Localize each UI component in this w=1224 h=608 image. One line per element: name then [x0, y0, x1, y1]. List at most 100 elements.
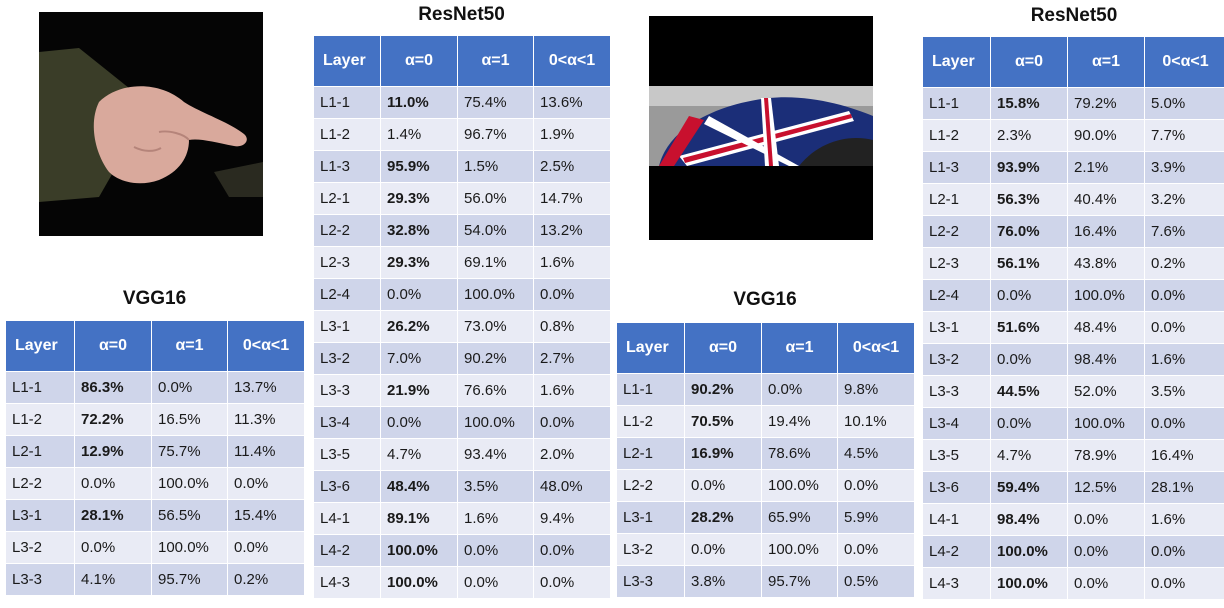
cell-alpha-between: 11.4% — [227, 435, 305, 468]
cell-alpha-0: 70.5% — [684, 405, 762, 438]
cell-alpha-between: 0.0% — [533, 534, 611, 567]
cell-alpha-1: 52.0% — [1067, 375, 1145, 408]
table-row: L3-2 0.0% 100.0% 0.0% — [616, 533, 915, 566]
cell-layer: L4-1 — [922, 503, 991, 536]
table-row: L2-2 76.0% 16.4% 7.6% — [922, 215, 1224, 248]
cell-alpha-0: 100.0% — [990, 535, 1068, 568]
table-row: L3-2 0.0% 100.0% 0.0% — [5, 531, 305, 564]
cell-alpha-between: 3.9% — [1144, 151, 1224, 184]
cell-layer: L1-3 — [313, 150, 381, 183]
cell-alpha-between: 1.6% — [1144, 503, 1224, 536]
header-layer: Layer — [5, 320, 75, 372]
table-row: L4-1 98.4% 0.0% 1.6% — [922, 503, 1224, 536]
cell-alpha-0: 0.0% — [990, 343, 1068, 376]
cell-alpha-between: 7.7% — [1144, 119, 1224, 152]
cell-alpha-0: 100.0% — [380, 534, 458, 567]
vgg-title-left: VGG16 — [122, 288, 187, 309]
cell-alpha-between: 1.6% — [533, 374, 611, 407]
cell-layer: L1-1 — [313, 86, 381, 119]
table-row: L1-2 2.3% 90.0% 7.7% — [922, 119, 1224, 152]
cell-alpha-1: 75.4% — [457, 86, 534, 119]
cell-alpha-between: 7.6% — [1144, 215, 1224, 248]
cell-alpha-1: 48.4% — [1067, 311, 1145, 344]
header-alpha-1: α=1 — [761, 322, 838, 374]
cell-alpha-0: 0.0% — [990, 407, 1068, 440]
cell-layer: L3-1 — [922, 311, 991, 344]
cell-alpha-1: 19.4% — [761, 405, 838, 438]
cell-alpha-1: 76.6% — [457, 374, 534, 407]
cell-layer: L3-6 — [922, 471, 991, 504]
cell-layer: L3-2 — [616, 533, 685, 566]
table-row: L1-3 93.9% 2.1% 3.9% — [922, 151, 1224, 184]
table-row: L1-2 70.5% 19.4% 10.1% — [616, 405, 915, 438]
cell-layer: L3-2 — [922, 343, 991, 376]
table-row: L4-3 100.0% 0.0% 0.0% — [313, 566, 611, 599]
cell-alpha-0: 3.8% — [684, 565, 762, 598]
cell-alpha-0: 32.8% — [380, 214, 458, 247]
table-row: L2-2 32.8% 54.0% 13.2% — [313, 214, 611, 247]
cell-alpha-between: 3.2% — [1144, 183, 1224, 216]
cell-alpha-1: 100.0% — [761, 469, 838, 502]
cell-alpha-0: 15.8% — [990, 87, 1068, 120]
cell-alpha-between: 1.9% — [533, 118, 611, 151]
cell-layer: L4-2 — [313, 534, 381, 567]
cell-layer: L3-4 — [922, 407, 991, 440]
cell-alpha-0: 100.0% — [990, 567, 1068, 600]
cell-alpha-between: 0.0% — [1144, 567, 1224, 600]
header-alpha-between: 0<α<1 — [533, 35, 611, 87]
cell-layer: L3-1 — [5, 499, 75, 532]
resnet-table-left: Layer α=0 α=1 0<α<1 L1-1 11.0% 75.4% 13.6% L… — [313, 35, 611, 599]
table-row: L1-3 95.9% 1.5% 2.5% — [313, 150, 611, 183]
cell-alpha-0: 56.1% — [990, 247, 1068, 280]
cell-alpha-1: 78.6% — [761, 437, 838, 470]
cell-alpha-1: 75.7% — [151, 435, 228, 468]
cell-alpha-1: 93.4% — [457, 438, 534, 471]
cell-alpha-0: 1.4% — [380, 118, 458, 151]
cell-alpha-between: 0.8% — [533, 310, 611, 343]
cell-alpha-between: 0.0% — [533, 406, 611, 439]
cell-layer: L2-1 — [616, 437, 685, 470]
resnet-title-left: ResNet50 — [418, 4, 505, 25]
header-alpha-between: 0<α<1 — [837, 322, 915, 374]
table-row: L1-2 1.4% 96.7% 1.9% — [313, 118, 611, 151]
cell-alpha-between: 13.7% — [227, 371, 305, 404]
table-row: L3-2 0.0% 98.4% 1.6% — [922, 343, 1224, 376]
cell-alpha-between: 0.0% — [1144, 535, 1224, 568]
cell-alpha-0: 4.1% — [74, 563, 152, 596]
cell-alpha-1: 90.0% — [1067, 119, 1145, 152]
table-row: L2-1 56.3% 40.4% 3.2% — [922, 183, 1224, 216]
table-row: L4-2 100.0% 0.0% 0.0% — [922, 535, 1224, 568]
cell-alpha-0: 21.9% — [380, 374, 458, 407]
cell-alpha-between: 0.2% — [1144, 247, 1224, 280]
table-row: L2-4 0.0% 100.0% 0.0% — [922, 279, 1224, 312]
cell-alpha-0: 72.2% — [74, 403, 152, 436]
cell-alpha-1: 54.0% — [457, 214, 534, 247]
cell-layer: L3-5 — [313, 438, 381, 471]
cell-alpha-between: 16.4% — [1144, 439, 1224, 472]
cell-alpha-0: 7.0% — [380, 342, 458, 375]
cell-alpha-0: 44.5% — [990, 375, 1068, 408]
cell-alpha-0: 0.0% — [990, 279, 1068, 312]
cell-alpha-0: 86.3% — [74, 371, 152, 404]
cell-alpha-0: 11.0% — [380, 86, 458, 119]
cell-alpha-between: 1.6% — [533, 246, 611, 279]
header-layer: Layer — [313, 35, 381, 87]
cell-layer: L3-3 — [5, 563, 75, 596]
table-row: L3-6 59.4% 12.5% 28.1% — [922, 471, 1224, 504]
cell-alpha-1: 78.9% — [1067, 439, 1145, 472]
cell-layer: L4-1 — [313, 502, 381, 535]
cell-alpha-0: 56.3% — [990, 183, 1068, 216]
cell-alpha-1: 65.9% — [761, 501, 838, 534]
header-alpha-between: 0<α<1 — [227, 320, 305, 372]
table-row: L1-1 90.2% 0.0% 9.8% — [616, 373, 915, 406]
cell-alpha-between: 0.5% — [837, 565, 915, 598]
cell-alpha-between: 3.5% — [1144, 375, 1224, 408]
cell-alpha-1: 100.0% — [1067, 279, 1145, 312]
header-alpha-0: α=0 — [684, 322, 762, 374]
header-alpha-1: α=1 — [457, 35, 534, 87]
cell-layer: L1-1 — [616, 373, 685, 406]
header-alpha-1: α=1 — [151, 320, 228, 372]
cell-alpha-1: 2.1% — [1067, 151, 1145, 184]
cell-alpha-1: 12.5% — [1067, 471, 1145, 504]
cell-layer: L2-4 — [922, 279, 991, 312]
